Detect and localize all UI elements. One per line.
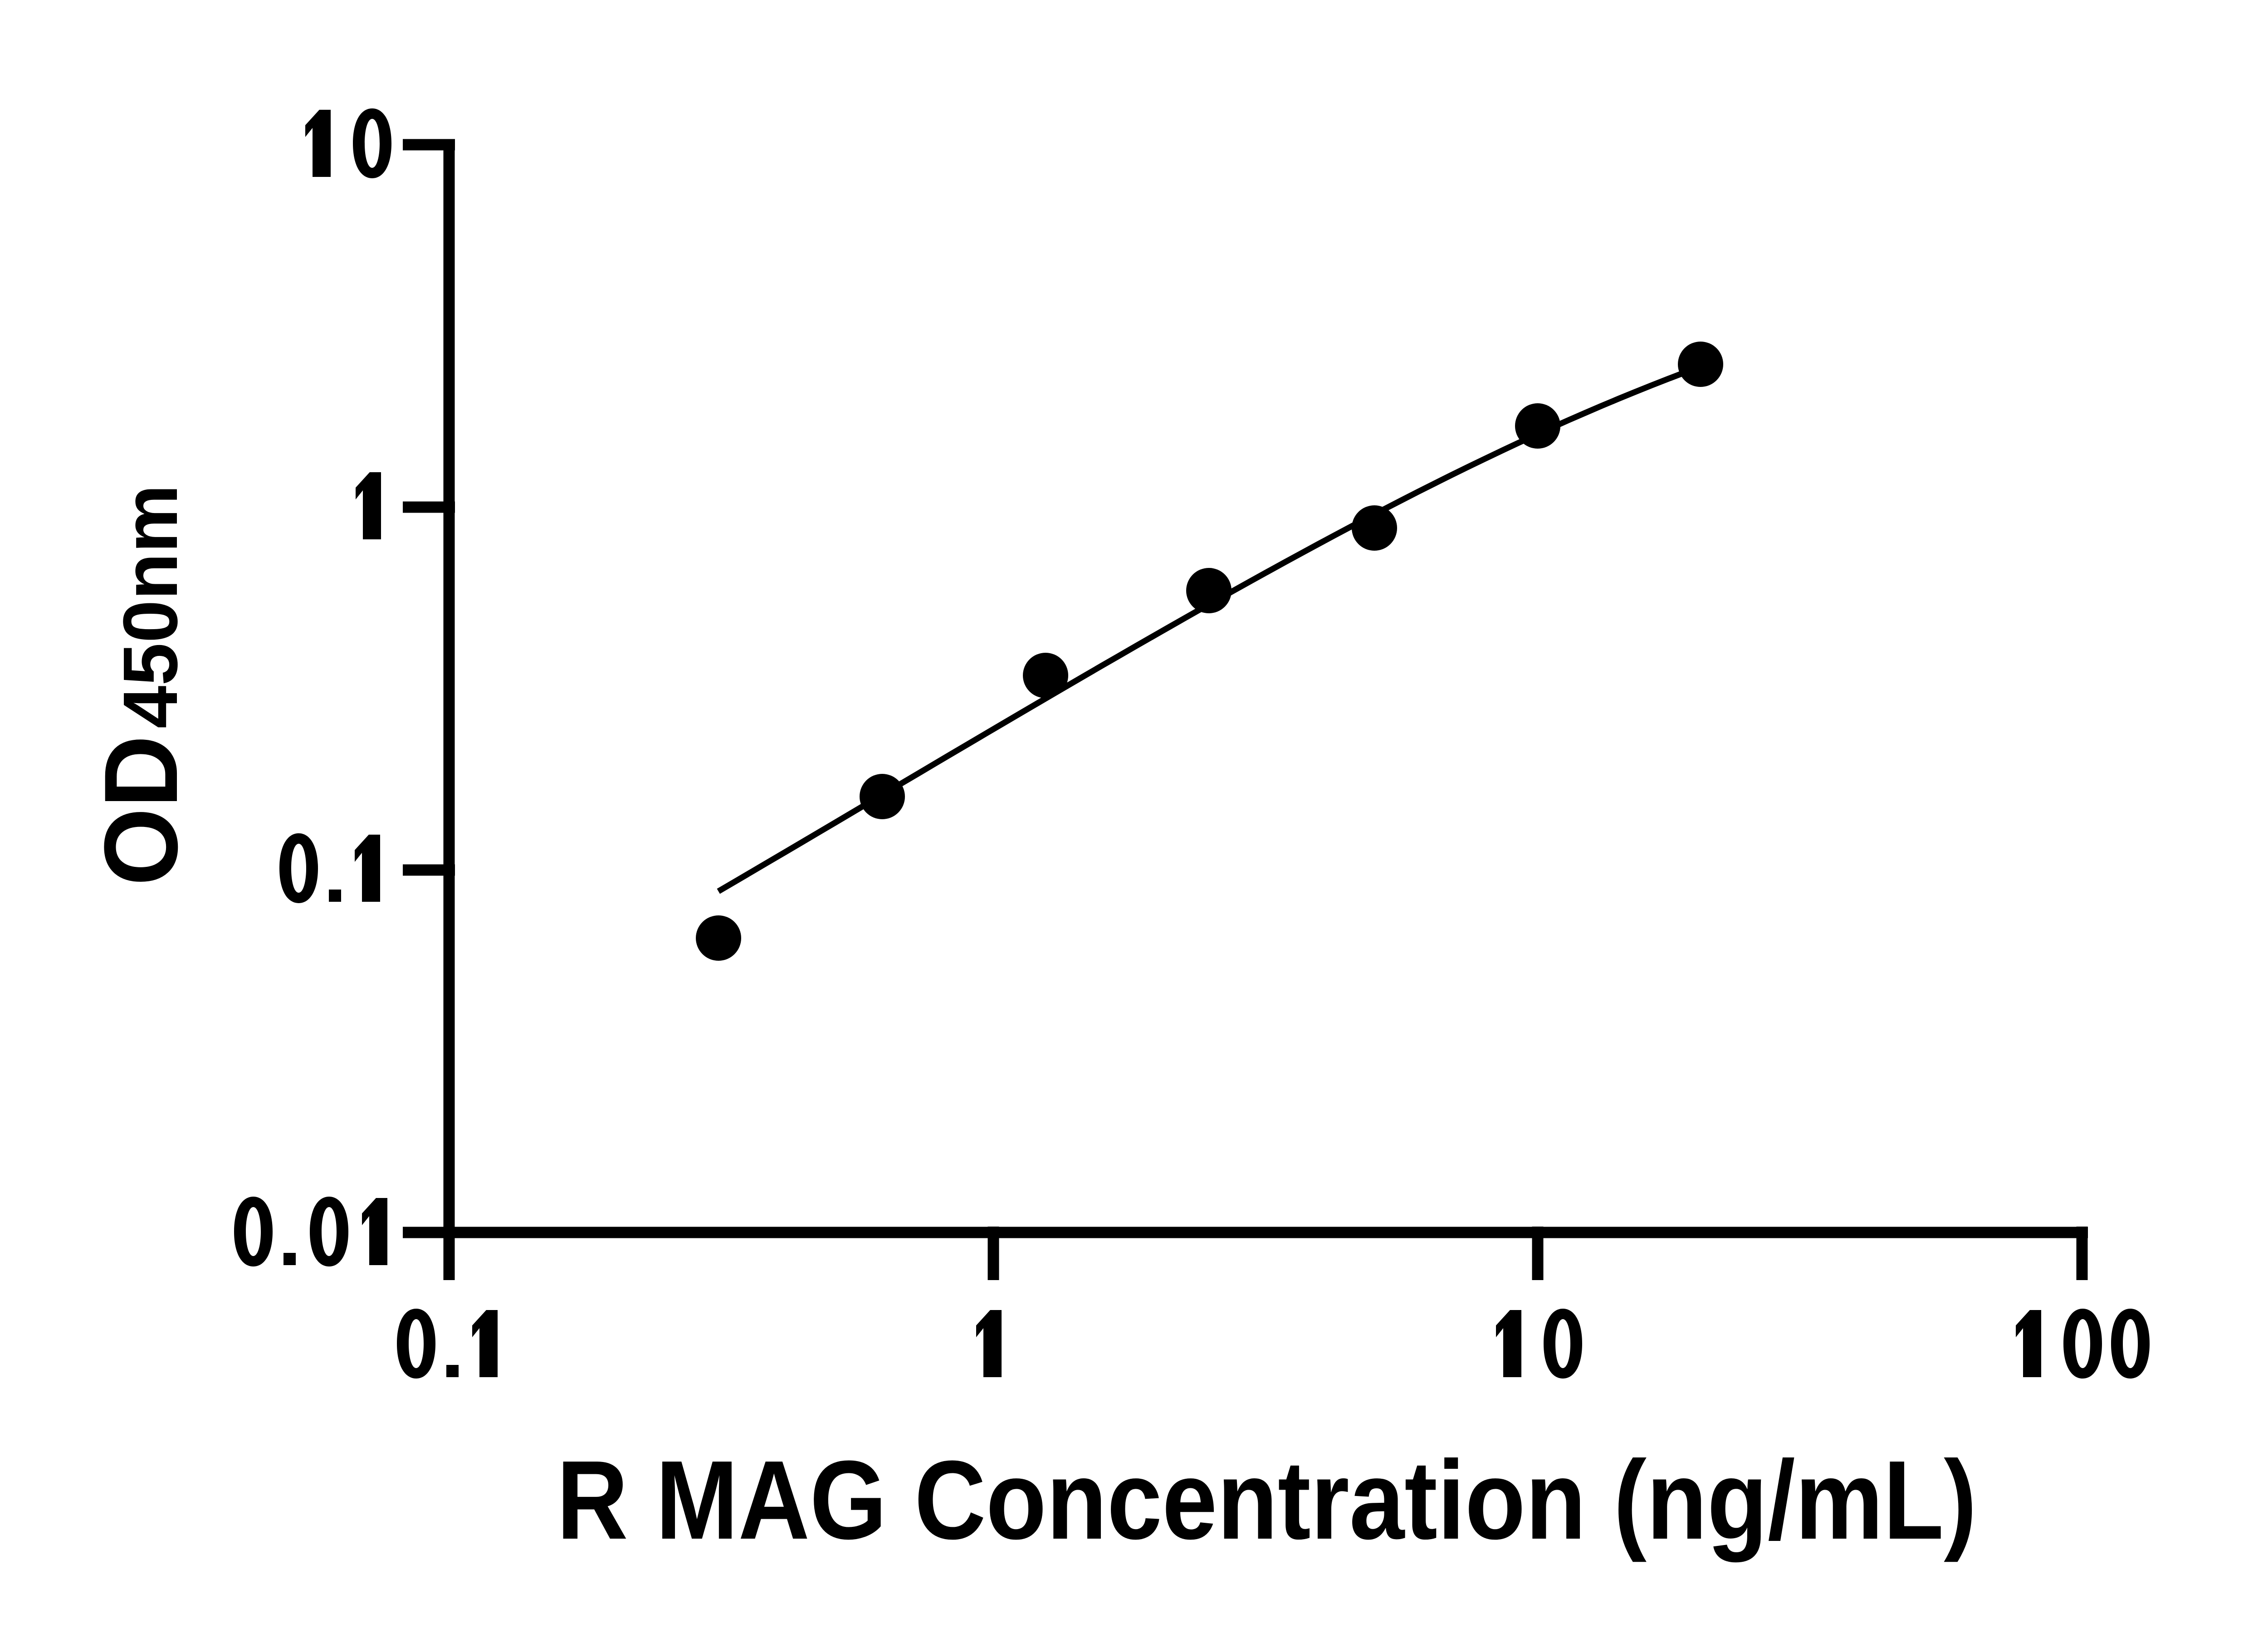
svg-text:OD: OD (83, 735, 199, 886)
svg-text:450nm: 450nm (108, 484, 194, 728)
svg-text:R MAG Concentration (ng/mL): R MAG Concentration (ng/mL) (557, 1437, 1977, 1563)
